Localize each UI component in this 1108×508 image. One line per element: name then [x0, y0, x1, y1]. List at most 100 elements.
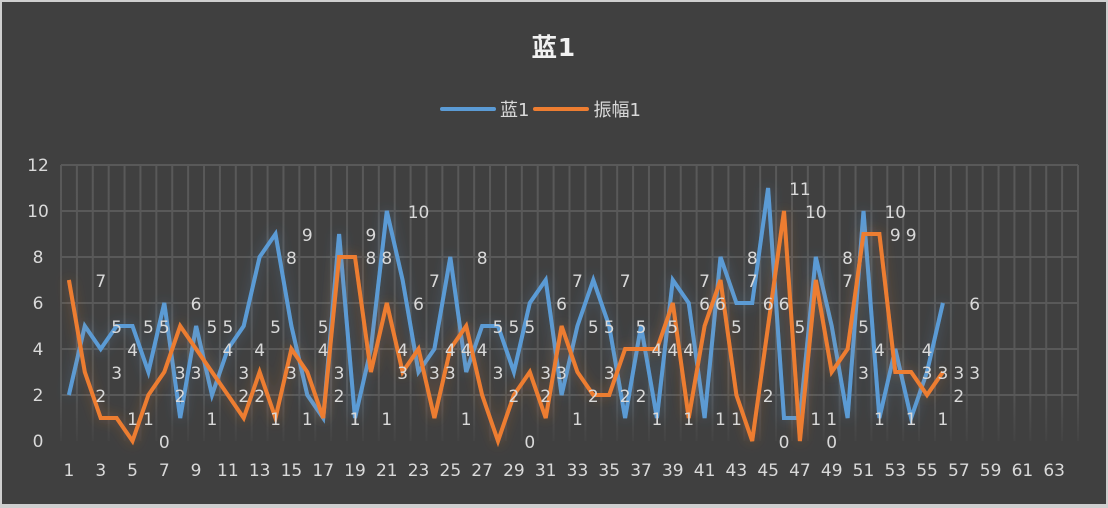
- legend-item-blue1[interactable]: 蓝1: [440, 96, 529, 122]
- x-tick-label: 45: [757, 461, 779, 481]
- data-label: 1: [938, 410, 949, 430]
- data-label: 5: [270, 318, 281, 338]
- data-label: 1: [381, 410, 392, 430]
- data-label: 8: [477, 249, 488, 269]
- data-label: 7: [95, 272, 106, 292]
- y-tick-label: 10: [27, 202, 49, 222]
- data-label: 9: [906, 226, 917, 246]
- x-tick-label: 23: [408, 461, 430, 481]
- data-label: 4: [445, 341, 456, 361]
- x-tick-label: 57: [948, 461, 970, 481]
- data-label: 4: [461, 341, 472, 361]
- data-label: 8: [842, 249, 853, 269]
- data-label: 4: [254, 341, 265, 361]
- data-label: 4: [477, 341, 488, 361]
- x-tick-label: 47: [789, 461, 811, 481]
- data-label: 6: [413, 295, 424, 315]
- data-label: 1: [715, 410, 726, 430]
- x-tick-label: 35: [598, 461, 620, 481]
- data-label: 2: [636, 387, 647, 407]
- data-label: 5: [111, 318, 122, 338]
- data-label: 2: [95, 387, 106, 407]
- data-label: 2: [334, 387, 345, 407]
- y-axis: 0 2 4 6 8 10 12: [27, 156, 49, 452]
- data-label: 3: [938, 364, 949, 384]
- data-label: 1: [350, 410, 361, 430]
- data-label: 3: [286, 364, 297, 384]
- data-label: 1: [207, 410, 218, 430]
- data-label: 1: [826, 410, 837, 430]
- legend-item-amplitude1[interactable]: 振幅1: [533, 96, 641, 122]
- x-tick-label: 33: [567, 461, 589, 481]
- data-label: 10: [805, 203, 827, 223]
- data-label: 3: [493, 364, 504, 384]
- data-label: 3: [540, 364, 551, 384]
- data-label: 4: [683, 341, 694, 361]
- data-label: 4: [922, 341, 933, 361]
- data-label: 11: [789, 180, 811, 200]
- series-line-amplitude1[interactable]: [66, 210, 945, 448]
- x-tick-label: 59: [980, 461, 1002, 481]
- data-label: 3: [556, 364, 567, 384]
- data-label: 7: [572, 272, 583, 292]
- x-tick-label: 21: [376, 461, 398, 481]
- data-label: 5: [524, 318, 535, 338]
- data-label: 5: [508, 318, 519, 338]
- data-label: 1: [270, 410, 281, 430]
- data-label: 5: [604, 318, 615, 338]
- data-label: 7: [699, 272, 710, 292]
- data-label: 5: [667, 318, 678, 338]
- x-tick-label: 55: [916, 461, 938, 481]
- x-tick-label: 7: [159, 461, 170, 481]
- legend-label: 蓝1: [500, 100, 530, 121]
- data-label: 5: [207, 318, 218, 338]
- data-label: 3: [445, 364, 456, 384]
- x-tick-label: 11: [217, 461, 239, 481]
- data-label: 1: [874, 410, 885, 430]
- y-tick-label: 8: [33, 248, 44, 268]
- data-label: 2: [763, 387, 774, 407]
- x-tick-label: 43: [726, 461, 748, 481]
- data-label: 5: [318, 318, 329, 338]
- x-tick-label: 29: [503, 461, 525, 481]
- data-label: 6: [191, 295, 202, 315]
- x-axis: 1 3 5 7 9 11 13 15 17 19 21 23 25 27 29 31 33 35 37 39 41 43 4…: [64, 461, 1065, 481]
- x-tick-label: 39: [662, 461, 684, 481]
- legend-swatch-orange-icon: [533, 107, 590, 111]
- data-label: 8: [365, 249, 376, 269]
- gridlines: [60, 164, 1079, 441]
- data-label: 6: [556, 295, 567, 315]
- data-label: 4: [651, 341, 662, 361]
- data-label: 8: [286, 249, 297, 269]
- data-label: 6: [763, 295, 774, 315]
- chart-title: 蓝1: [531, 33, 577, 62]
- y-tick-label: 12: [27, 156, 49, 176]
- data-label: 5: [222, 318, 233, 338]
- data-label: 6: [699, 295, 710, 315]
- data-label: 1: [461, 410, 472, 430]
- legend-swatch-blue-icon: [440, 107, 496, 111]
- x-tick-label: 25: [440, 461, 462, 481]
- data-label: 3: [175, 364, 186, 384]
- data-label: 6: [715, 295, 726, 315]
- y-tick-label: 0: [33, 432, 44, 452]
- data-label: 3: [111, 364, 122, 384]
- data-label: 1: [572, 410, 583, 430]
- data-label: 4: [318, 341, 329, 361]
- data-label: 8: [747, 249, 758, 269]
- data-label: 3: [604, 364, 615, 384]
- data-label: 5: [493, 318, 504, 338]
- data-label: 1: [731, 410, 742, 430]
- data-label: 1: [810, 410, 821, 430]
- data-label: 5: [143, 318, 154, 338]
- data-label: 10: [408, 203, 430, 223]
- data-label: 1: [127, 410, 138, 430]
- x-tick-label: 37: [630, 461, 652, 481]
- data-label: 4: [127, 341, 138, 361]
- data-label: 2: [238, 387, 249, 407]
- data-label: 6: [969, 295, 980, 315]
- data-label: 4: [667, 341, 678, 361]
- data-label: 7: [747, 272, 758, 292]
- legend: 蓝1 振幅1: [440, 96, 645, 122]
